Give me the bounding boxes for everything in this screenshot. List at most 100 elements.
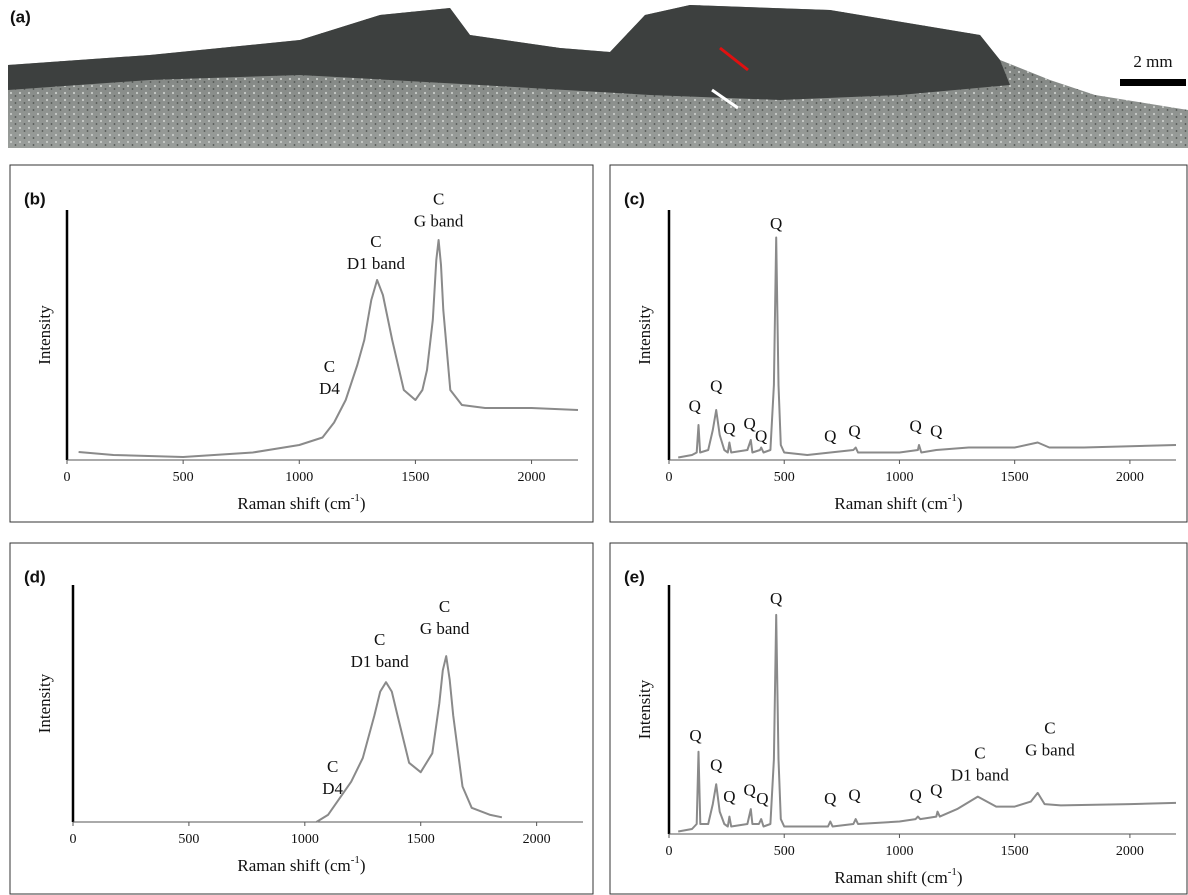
dark-layer — [8, 5, 1010, 100]
peak-annotation: Q — [909, 786, 921, 805]
x-tick-label: 1500 — [1001, 844, 1029, 859]
photo-panel: (a) 2 mm — [8, 5, 1188, 148]
x-axis-label: Raman shift (cm-1) — [237, 854, 365, 875]
x-tick-label: 0 — [666, 844, 673, 859]
x-axis-label: Raman shift (cm-1) — [834, 866, 962, 887]
x-axis-label: Raman shift (cm-1) — [834, 492, 962, 513]
peak-annotation: C — [974, 744, 985, 763]
panel-frame — [9, 542, 594, 895]
peak-annotation: C — [370, 232, 381, 251]
x-tick-label: 1000 — [885, 470, 913, 485]
x-tick-label: 1000 — [285, 470, 313, 485]
x-label-after: ) — [360, 494, 366, 513]
y-axis-label: Intensity — [635, 305, 654, 365]
x-tick-label: 1500 — [1001, 470, 1029, 485]
y-axis-label: Intensity — [35, 673, 54, 733]
x-label-sup: -1 — [948, 492, 957, 504]
chart-panel: (e) 0 500 1000 1500 2000 Intensity Raman shift … — [609, 542, 1188, 895]
peak-annotation: Q — [744, 414, 756, 433]
panel-label: (a) — [10, 7, 31, 26]
peak-annotation: Q — [824, 426, 836, 445]
spectrum-line — [78, 239, 579, 458]
x-tick-label: 2000 — [1116, 844, 1144, 859]
peak-annotation: D4 — [319, 379, 340, 398]
x-tick-label: 0 — [666, 470, 673, 485]
x-tick-label: 2000 — [523, 832, 551, 847]
peak-annotation: D4 — [322, 779, 343, 798]
peak-annotation: C — [374, 630, 385, 649]
spectrum-line — [678, 236, 1177, 459]
panel-label: (d) — [24, 567, 46, 586]
spectrum-line — [678, 613, 1177, 833]
peak-annotation: G band — [420, 619, 470, 638]
x-label-sup: -1 — [351, 492, 360, 504]
panel-label: (c) — [624, 189, 645, 208]
x-tick-label: 1000 — [291, 832, 319, 847]
x-tick-label: 1500 — [407, 832, 435, 847]
peak-annotation: Q — [689, 396, 701, 415]
peak-annotation: Q — [756, 789, 768, 808]
peak-annotation: Q — [930, 781, 942, 800]
peak-annotation: D1 band — [347, 254, 406, 273]
x-tick-label: 2000 — [518, 470, 546, 485]
x-label-text: Raman shift (cm — [834, 494, 947, 513]
peak-annotation: C — [439, 597, 450, 616]
peak-annotation: Q — [930, 421, 942, 440]
x-label-after: ) — [957, 868, 963, 887]
x-tick-label: 500 — [774, 470, 795, 485]
peak-annotation: Q — [710, 376, 722, 395]
panel-frame — [9, 164, 594, 523]
chart-panel: (d) 0 500 1000 1500 2000 Intensity Raman shift … — [9, 542, 594, 895]
x-label-sup: -1 — [351, 854, 360, 866]
y-axis-label: Intensity — [635, 679, 654, 739]
chart-panel: (c) 0 500 1000 1500 2000 Intensity Raman shift … — [609, 164, 1188, 523]
peak-annotation: Q — [723, 787, 735, 806]
peak-annotation: Q — [770, 589, 782, 608]
peak-annotation: C — [324, 357, 335, 376]
x-tick-label: 1500 — [401, 470, 429, 485]
peak-annotation: Q — [770, 214, 782, 233]
chart-panel: (b) 0 500 1000 1500 2000 Intensity Raman shift … — [9, 164, 594, 523]
y-axis-label: Intensity — [35, 305, 54, 365]
scale-bar-label: 2 mm — [1133, 52, 1172, 71]
x-label-after: ) — [957, 494, 963, 513]
x-label-text: Raman shift (cm — [834, 868, 947, 887]
x-axis-label: Raman shift (cm-1) — [237, 492, 365, 513]
white-arrow — [711, 88, 739, 110]
peak-annotation: Q — [744, 781, 756, 800]
peak-annotation: Q — [755, 426, 767, 445]
scale-bar — [1120, 79, 1186, 86]
peak-annotation: Q — [689, 726, 701, 745]
panel-label: (b) — [24, 189, 46, 208]
peak-annotation: Q — [824, 789, 836, 808]
x-tick-label: 1000 — [885, 844, 913, 859]
x-tick-label: 0 — [64, 470, 71, 485]
x-label-text: Raman shift (cm — [237, 856, 350, 875]
panel-frame — [609, 164, 1188, 523]
x-label-text: Raman shift (cm — [237, 494, 350, 513]
x-tick-label: 500 — [173, 470, 194, 485]
peak-annotation: Q — [848, 786, 860, 805]
x-tick-label: 2000 — [1116, 470, 1144, 485]
peak-annotation: Q — [909, 416, 921, 435]
panel-frame — [609, 542, 1188, 895]
peak-annotation: Q — [848, 421, 860, 440]
peak-annotation: Q — [723, 419, 735, 438]
peak-annotation: Q — [710, 756, 722, 775]
panel-label: (e) — [624, 567, 645, 586]
peak-annotation: C — [433, 189, 444, 208]
peak-annotation: C — [327, 757, 338, 776]
x-label-after: ) — [360, 856, 366, 875]
x-label-sup: -1 — [948, 866, 957, 878]
peak-annotation: G band — [414, 211, 464, 230]
peak-annotation: C — [1044, 719, 1055, 738]
x-tick-label: 500 — [178, 832, 199, 847]
red-arrow — [719, 46, 749, 72]
peak-annotation: G band — [1025, 741, 1075, 760]
spectrum-line — [315, 655, 503, 823]
peak-annotation: D1 band — [951, 766, 1010, 785]
x-tick-label: 500 — [774, 844, 795, 859]
peak-annotation: D1 band — [351, 652, 410, 671]
x-tick-label: 0 — [70, 832, 77, 847]
